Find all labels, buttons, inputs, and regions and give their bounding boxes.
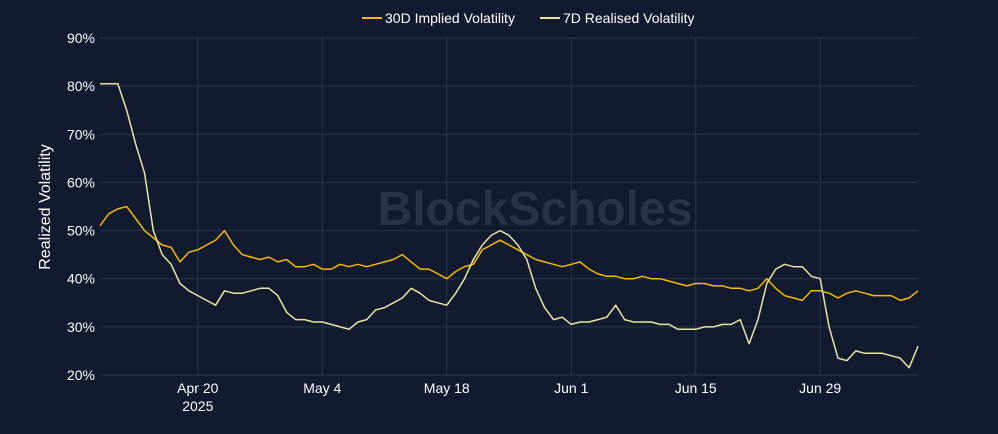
y-tick-label: 70%	[67, 126, 95, 142]
x-tick-label: May 4	[303, 380, 341, 396]
x-tick-label: Apr 20	[177, 380, 218, 396]
y-tick-label: 50%	[67, 223, 95, 239]
x-tick-sublabel: 2025	[182, 398, 213, 414]
x-tick-label: Jun 15	[675, 380, 717, 396]
y-tick-label: 40%	[67, 271, 95, 287]
series-line-realised-vol	[100, 82, 919, 369]
y-tick-label: 90%	[67, 30, 95, 46]
grid-lines	[100, 37, 918, 376]
x-tick-label: Jun 1	[554, 380, 588, 396]
y-tick-label: 80%	[67, 78, 95, 94]
y-tick-label: 30%	[67, 319, 95, 335]
x-axis-ticks: Apr 20 2025 May 4 May 18 Jun 1 Jun 15 Jun 29	[177, 380, 841, 414]
legend-item-label[interactable]: 30D Implied Volatility	[385, 10, 515, 26]
legend-item-label[interactable]: 7D Realised Volatility	[563, 10, 695, 26]
y-tick-label: 60%	[67, 174, 95, 190]
y-tick-label: 20%	[67, 367, 95, 383]
legend[interactable]: 30D Implied Volatility 7D Realised Volati…	[362, 10, 695, 26]
series-line-implied-vol	[99, 205, 919, 302]
x-tick-label: Jun 29	[799, 380, 841, 396]
watermark: BlockScholes	[378, 183, 693, 236]
series-layer	[99, 82, 919, 369]
y-axis-ticks: 20% 30% 40% 50% 60% 70% 80% 90%	[67, 30, 95, 383]
y-axis-label: Realized Volatility	[37, 144, 54, 269]
x-tick-label: May 18	[424, 380, 470, 396]
